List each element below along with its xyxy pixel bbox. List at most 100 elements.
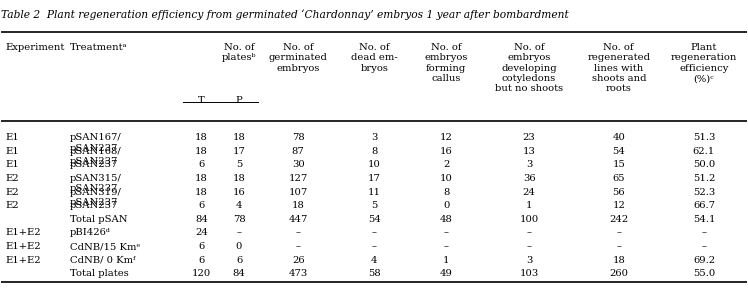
Text: 18: 18 [195,174,208,183]
Text: 100: 100 [519,215,539,224]
Text: No. of
germinated
embryos: No. of germinated embryos [269,43,328,73]
Text: 36: 36 [523,174,536,183]
Text: –: – [295,242,301,251]
Text: 1: 1 [443,256,450,265]
Text: 0: 0 [443,201,450,210]
Text: No. of
dead em-
bryos: No. of dead em- bryos [351,43,398,73]
Text: 48: 48 [440,215,453,224]
Text: CdNB/15 Kmᵉ: CdNB/15 Kmᵉ [70,242,140,251]
Text: E1+E2: E1+E2 [5,242,40,251]
Text: –: – [444,228,449,237]
Text: P: P [236,96,242,105]
Text: –: – [372,242,377,251]
Text: 66.7: 66.7 [693,201,715,210]
Text: 18: 18 [195,133,208,142]
Text: No. of
embryos
forming
callus: No. of embryos forming callus [424,43,468,83]
Text: 18: 18 [233,133,245,142]
Text: E2: E2 [5,201,19,210]
Text: pSAN237: pSAN237 [70,201,118,210]
Text: 6: 6 [198,242,204,251]
Text: –: – [616,228,622,237]
Text: –: – [702,242,706,251]
Text: 18: 18 [292,201,304,210]
Text: 3: 3 [371,133,378,142]
Text: E1+E2: E1+E2 [5,228,40,237]
Text: 18: 18 [195,147,208,156]
Text: E1+E2: E1+E2 [5,256,40,265]
Text: 3: 3 [526,256,533,265]
Text: pBI426ᵈ: pBI426ᵈ [70,228,111,237]
Text: 15: 15 [613,160,625,170]
Text: 6: 6 [198,201,204,210]
Text: pSAN315/
pSAN237: pSAN315/ pSAN237 [70,174,122,193]
Text: 18: 18 [233,174,245,183]
Text: –: – [236,228,242,237]
Text: –: – [527,228,532,237]
Text: 10: 10 [368,160,381,170]
Text: 78: 78 [292,133,304,142]
Text: 18: 18 [195,187,208,197]
Text: 84: 84 [195,215,208,224]
Text: 54.1: 54.1 [693,215,715,224]
Text: 0: 0 [236,242,242,251]
Text: CdNB/ 0 Kmᶠ: CdNB/ 0 Kmᶠ [70,256,135,265]
Text: 62.1: 62.1 [693,147,715,156]
Text: 242: 242 [609,215,628,224]
Text: –: – [527,242,532,251]
Text: 40: 40 [613,133,625,142]
Text: 12: 12 [440,133,453,142]
Text: 8: 8 [371,147,378,156]
Text: 58: 58 [368,269,381,278]
Text: 13: 13 [523,147,536,156]
Text: 5: 5 [371,201,378,210]
Text: –: – [295,228,301,237]
Text: 52.3: 52.3 [693,187,715,197]
Text: Total pSAN: Total pSAN [70,215,127,224]
Text: 16: 16 [440,147,453,156]
Text: No. of
platesᵇ: No. of platesᵇ [221,43,257,62]
Text: 49: 49 [440,269,453,278]
Text: 16: 16 [233,187,245,197]
Text: 5: 5 [236,160,242,170]
Text: 24: 24 [523,187,536,197]
Text: pSAN319/
pSAN237: pSAN319/ pSAN237 [70,187,122,207]
Text: E1: E1 [5,147,19,156]
Text: 56: 56 [613,187,625,197]
Text: 55.0: 55.0 [693,269,715,278]
Text: 69.2: 69.2 [693,256,715,265]
Text: 12: 12 [613,201,625,210]
Text: 23: 23 [523,133,536,142]
Text: 18: 18 [613,256,625,265]
Text: 120: 120 [191,269,211,278]
Text: T: T [198,96,205,105]
Text: 11: 11 [368,187,381,197]
Text: 54: 54 [368,215,381,224]
Text: E2: E2 [5,187,19,197]
Text: 51.3: 51.3 [693,133,715,142]
Text: 10: 10 [440,174,453,183]
Text: 2: 2 [443,160,450,170]
Text: Total plates: Total plates [70,269,129,278]
Text: 6: 6 [198,256,204,265]
Text: –: – [702,228,706,237]
Text: 26: 26 [292,256,304,265]
Text: 260: 260 [610,269,628,278]
Text: E1: E1 [5,133,19,142]
Text: Treatmentᵃ: Treatmentᵃ [70,43,127,52]
Text: pSAN168/
pSAN237: pSAN168/ pSAN237 [70,147,121,166]
Text: 84: 84 [233,269,245,278]
Text: No. of
embryos
developing
cotyledons
but no shoots: No. of embryos developing cotyledons but… [495,43,563,94]
Text: 51.2: 51.2 [693,174,715,183]
Text: pSAN237: pSAN237 [70,160,118,170]
Text: 107: 107 [289,187,308,197]
Text: 447: 447 [289,215,308,224]
Text: 3: 3 [526,160,533,170]
Text: 78: 78 [233,215,245,224]
Text: 17: 17 [368,174,381,183]
Text: –: – [444,242,449,251]
Text: 17: 17 [233,147,245,156]
Text: 1: 1 [526,201,533,210]
Text: 4: 4 [236,201,242,210]
Text: 54: 54 [613,147,625,156]
Text: 30: 30 [292,160,304,170]
